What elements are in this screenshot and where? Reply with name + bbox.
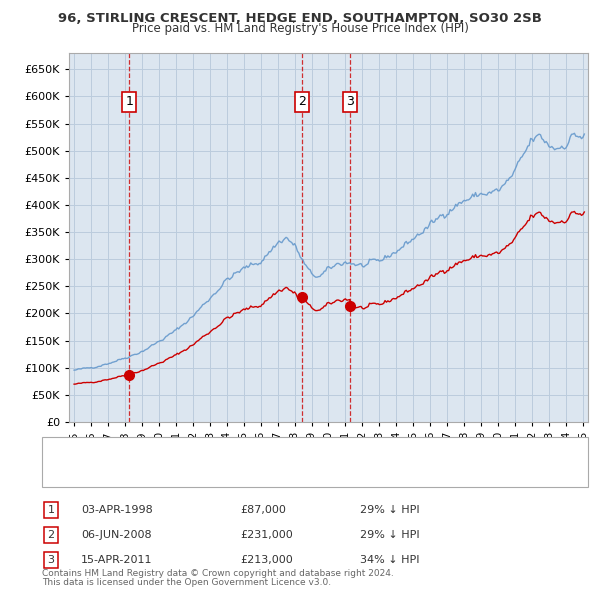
- Text: Price paid vs. HM Land Registry's House Price Index (HPI): Price paid vs. HM Land Registry's House …: [131, 22, 469, 35]
- Text: 1: 1: [125, 96, 133, 109]
- Text: 2: 2: [298, 96, 306, 109]
- Text: 34% ↓ HPI: 34% ↓ HPI: [360, 555, 419, 565]
- Text: 06-JUN-2008: 06-JUN-2008: [81, 530, 152, 540]
- Text: 29% ↓ HPI: 29% ↓ HPI: [360, 530, 419, 540]
- Text: 29% ↓ HPI: 29% ↓ HPI: [360, 506, 419, 515]
- Text: 96, STIRLING CRESCENT, HEDGE END, SOUTHAMPTON, SO30 2SB: 96, STIRLING CRESCENT, HEDGE END, SOUTHA…: [58, 12, 542, 25]
- Text: £87,000: £87,000: [240, 506, 286, 515]
- Text: This data is licensed under the Open Government Licence v3.0.: This data is licensed under the Open Gov…: [42, 578, 331, 587]
- Text: 03-APR-1998: 03-APR-1998: [81, 506, 153, 515]
- Text: £231,000: £231,000: [240, 530, 293, 540]
- Text: 3: 3: [47, 555, 55, 565]
- Text: £213,000: £213,000: [240, 555, 293, 565]
- Text: 15-APR-2011: 15-APR-2011: [81, 555, 152, 565]
- Text: 96, STIRLING CRESCENT, HEDGE END, SOUTHAMPTON, SO30 2SB (detached house): 96, STIRLING CRESCENT, HEDGE END, SOUTHA…: [95, 445, 530, 455]
- Text: 1: 1: [47, 506, 55, 515]
- Text: 2: 2: [47, 530, 55, 540]
- Text: HPI: Average price, detached house, Eastleigh: HPI: Average price, detached house, East…: [95, 468, 336, 478]
- Text: 3: 3: [346, 96, 355, 109]
- Text: Contains HM Land Registry data © Crown copyright and database right 2024.: Contains HM Land Registry data © Crown c…: [42, 569, 394, 578]
